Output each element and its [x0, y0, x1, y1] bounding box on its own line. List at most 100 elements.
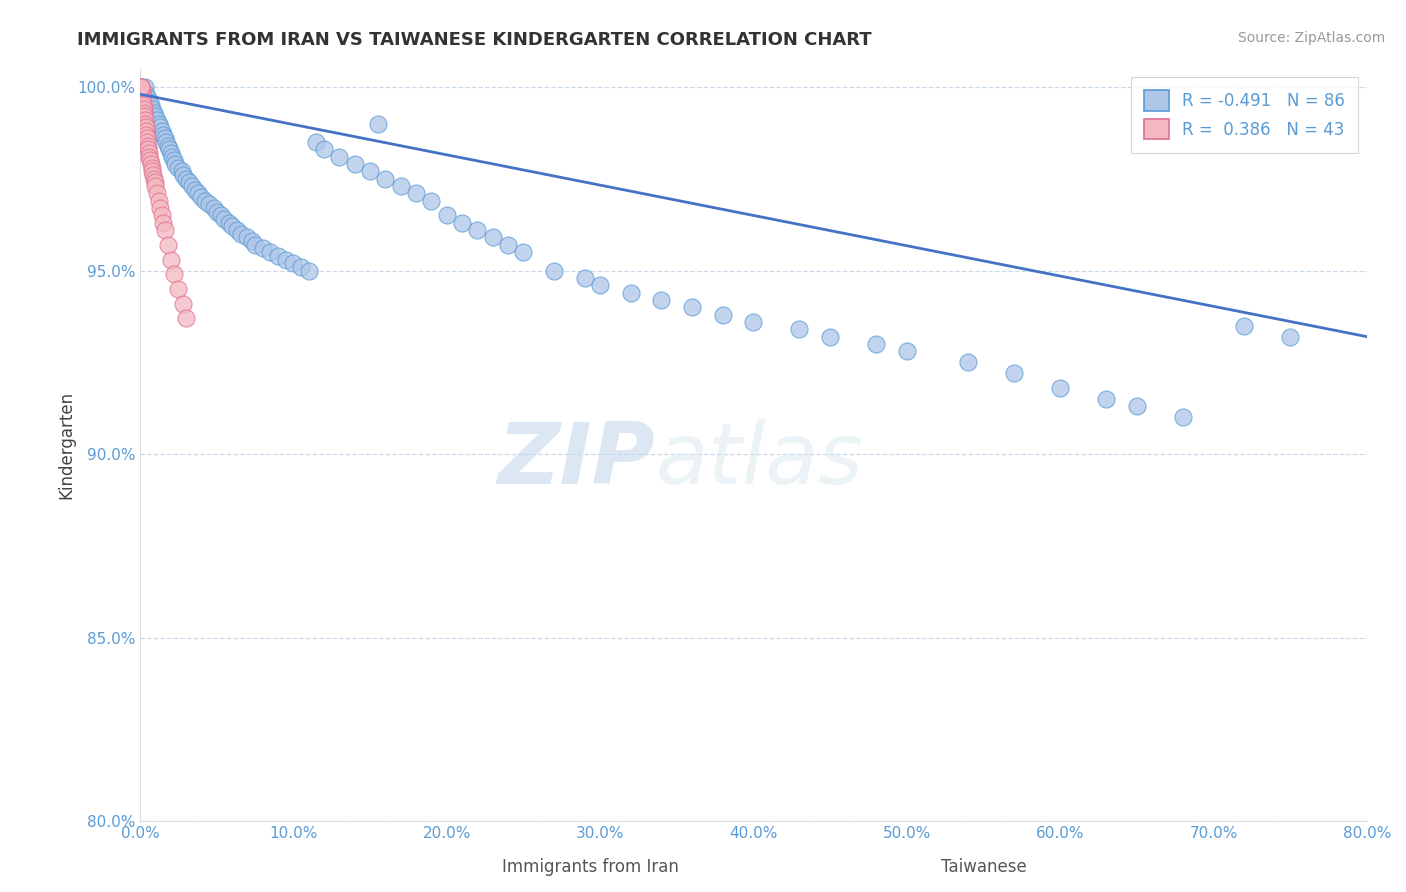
Text: Taiwanese: Taiwanese	[942, 858, 1026, 876]
Point	[436, 209, 458, 223]
Point	[283, 256, 305, 270]
Point	[132, 95, 155, 109]
Point	[1279, 329, 1302, 343]
Point	[221, 219, 243, 234]
Point	[209, 209, 232, 223]
Point	[167, 161, 190, 175]
Point	[274, 252, 297, 267]
Point	[252, 242, 274, 256]
Point	[152, 128, 174, 142]
Point	[1002, 367, 1025, 381]
Point	[145, 109, 167, 123]
Point	[131, 79, 153, 94]
Point	[231, 227, 253, 241]
Point	[135, 87, 157, 102]
Point	[141, 102, 163, 116]
Point	[132, 98, 155, 112]
Point	[214, 212, 236, 227]
Point	[153, 131, 176, 145]
Point	[141, 161, 163, 175]
Point	[159, 146, 181, 161]
Point	[134, 117, 156, 131]
Point	[650, 293, 672, 307]
Point	[236, 230, 259, 244]
Point	[149, 120, 172, 135]
Point	[305, 135, 328, 149]
Point	[389, 179, 412, 194]
Point	[132, 102, 155, 116]
Text: atlas: atlas	[655, 418, 863, 501]
Point	[314, 142, 336, 156]
Point	[198, 197, 221, 211]
Point	[135, 131, 157, 145]
Point	[298, 263, 321, 277]
Point	[620, 285, 643, 300]
Point	[165, 157, 187, 171]
Text: Immigrants from Iran: Immigrants from Iran	[502, 858, 679, 876]
Point	[134, 120, 156, 135]
Point	[896, 344, 918, 359]
Point	[150, 124, 173, 138]
Point	[163, 153, 186, 168]
Point	[193, 194, 215, 208]
Point	[174, 171, 197, 186]
Point	[267, 249, 290, 263]
Point	[1171, 410, 1194, 425]
Point	[482, 230, 505, 244]
Point	[138, 95, 160, 109]
Point	[1049, 381, 1071, 395]
Point	[512, 245, 534, 260]
Point	[420, 194, 443, 208]
Point	[135, 124, 157, 138]
Point	[139, 153, 162, 168]
Point	[240, 234, 263, 248]
Point	[148, 194, 170, 208]
Point	[167, 282, 190, 296]
Point	[131, 87, 153, 102]
Point	[156, 237, 179, 252]
Point	[139, 98, 162, 112]
Point	[145, 179, 167, 194]
Point	[157, 142, 180, 156]
Point	[150, 209, 173, 223]
Text: ZIP: ZIP	[498, 418, 655, 501]
Point	[142, 171, 165, 186]
Point	[170, 164, 193, 178]
Point	[742, 315, 765, 329]
Point	[155, 135, 177, 149]
Point	[129, 79, 152, 94]
Point	[574, 271, 596, 285]
Point	[153, 223, 176, 237]
Point	[202, 201, 225, 215]
Point	[187, 186, 209, 201]
Point	[135, 128, 157, 142]
Point	[152, 216, 174, 230]
Point	[146, 112, 169, 127]
Point	[405, 186, 427, 201]
Point	[543, 263, 565, 277]
Point	[149, 201, 172, 215]
Point	[136, 142, 159, 156]
Point	[181, 179, 204, 194]
Point	[159, 252, 181, 267]
Point	[290, 260, 312, 274]
Point	[162, 150, 184, 164]
Point	[132, 105, 155, 120]
Point	[343, 157, 366, 171]
Point	[131, 91, 153, 105]
Point	[138, 150, 160, 164]
Point	[136, 135, 159, 149]
Point	[1233, 318, 1256, 333]
Point	[143, 175, 166, 189]
Point	[205, 204, 228, 219]
Point	[131, 84, 153, 98]
Text: IMMIGRANTS FROM IRAN VS TAIWANESE KINDERGARTEN CORRELATION CHART: IMMIGRANTS FROM IRAN VS TAIWANESE KINDER…	[77, 31, 872, 49]
Point	[172, 296, 194, 310]
Point	[163, 267, 186, 281]
Point	[179, 175, 201, 189]
Point	[142, 105, 165, 120]
Point	[225, 223, 247, 237]
Point	[138, 146, 160, 161]
Point	[451, 216, 474, 230]
Point	[184, 183, 207, 197]
